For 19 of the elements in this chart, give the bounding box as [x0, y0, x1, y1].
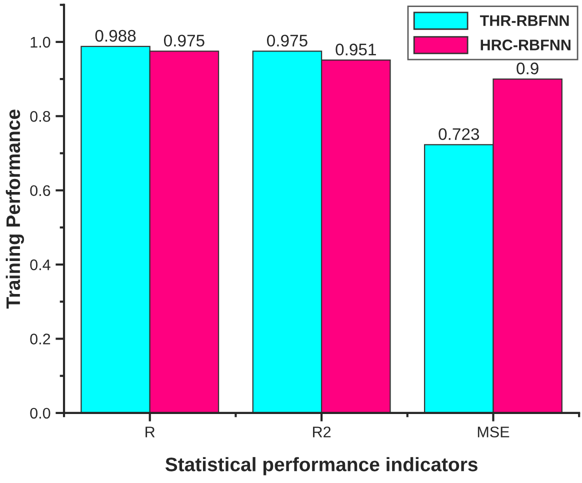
y-tick-label: 0.4 — [30, 259, 50, 270]
x-tick-label: MSE — [478, 426, 510, 438]
legend-label: HRC-RBFNN — [480, 40, 570, 50]
y-tick-label: 0.0 — [30, 408, 50, 419]
data-label: 0.975 — [267, 34, 308, 47]
y-tick-label: 1.0 — [30, 36, 50, 48]
y-axis-title: Training Performance — [6, 110, 24, 309]
x-tick-label: R — [146, 426, 155, 438]
x-tick-label: R2 — [313, 426, 331, 438]
data-label: 0.951 — [336, 44, 376, 56]
y-tick-label: 0.2 — [30, 334, 50, 344]
legend-label: THR-RBFNN — [480, 15, 569, 26]
data-label: 0.975 — [164, 34, 204, 47]
x-axis-title: Statistical performance indicators — [165, 457, 478, 476]
y-tick-label: 0.6 — [30, 185, 50, 196]
data-label: 0.723 — [438, 128, 480, 140]
data-label: 0.988 — [95, 30, 136, 42]
data-label: 0.9 — [516, 62, 538, 74]
y-tick-label: 0.8 — [30, 111, 50, 122]
